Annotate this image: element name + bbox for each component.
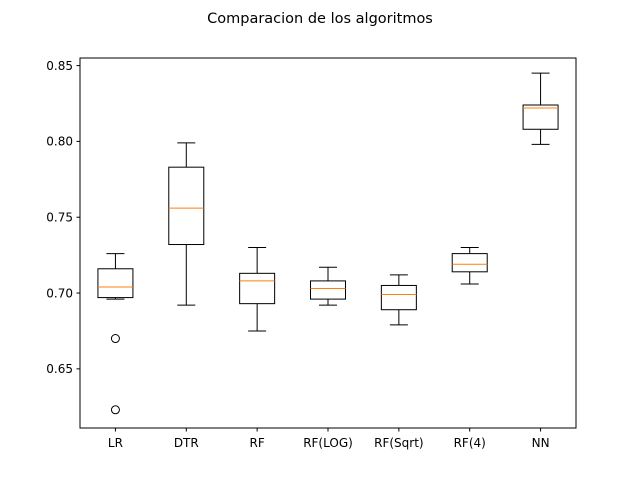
outlier-point (110, 405, 120, 415)
box-rf-sqrt- (380, 284, 417, 311)
outlier-point (110, 334, 120, 344)
y-tick-label: 0.80 (46, 135, 73, 149)
y-tick-label: 0.85 (46, 59, 73, 73)
box-rf (239, 272, 276, 305)
plot-frame (79, 57, 577, 429)
x-tick-label: NN (532, 436, 550, 450)
box-rf-log- (310, 280, 346, 300)
plot-layer: 0.65 0.70 0.75 0.80 0.85 LR DTR RF RF(LOG) RF(Sqr… (46, 59, 559, 450)
box-lr (97, 268, 134, 299)
box-nn (522, 104, 559, 130)
box-dtr (168, 166, 205, 246)
x-tick-label: RF(LOG) (303, 436, 353, 450)
y-tick-label: 0.75 (46, 211, 73, 225)
y-tick-label: 0.70 (46, 286, 73, 300)
y-tick-label: 0.65 (46, 362, 73, 376)
box-rf-4- (451, 253, 488, 273)
chart-title: Comparacion de los algoritmos (207, 11, 433, 27)
x-tick-label: RF (250, 436, 265, 450)
x-tick-label: RF(Sqrt) (374, 436, 423, 450)
x-tick-label: DTR (174, 436, 199, 450)
x-tick-label: RF(4) (454, 436, 486, 450)
x-tick-label: LR (108, 436, 123, 450)
